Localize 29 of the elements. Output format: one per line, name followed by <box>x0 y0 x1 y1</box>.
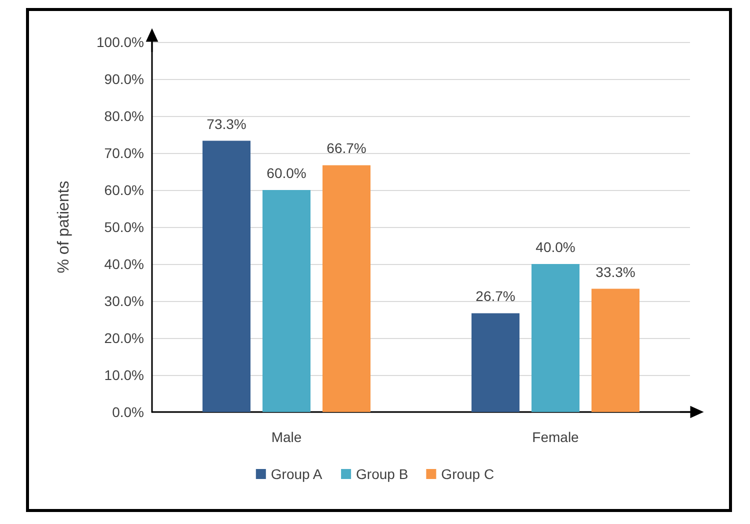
legend-label: Group A <box>270 466 323 482</box>
data-label: 60.0% <box>266 165 306 181</box>
y-tick-label: 50.0% <box>104 219 144 235</box>
legend-label: Group B <box>356 466 408 482</box>
y-tick-label: 70.0% <box>104 145 144 161</box>
bar <box>532 264 580 412</box>
bar <box>472 313 520 412</box>
bar <box>322 165 370 412</box>
bar <box>202 140 250 412</box>
y-tick-label: 0.0% <box>112 404 144 420</box>
data-label: 33.3% <box>596 264 636 280</box>
y-tick-label: 30.0% <box>104 293 144 309</box>
y-tick-label: 60.0% <box>104 182 144 198</box>
y-tick-label: 20.0% <box>104 330 144 346</box>
y-tick-label: 10.0% <box>104 367 144 383</box>
y-tick-label: 100.0% <box>96 34 144 50</box>
x-tick-label: Male <box>271 429 302 445</box>
y-tick-label: 80.0% <box>104 108 144 124</box>
bar <box>262 190 310 412</box>
x-tick-label: Female <box>532 429 580 445</box>
data-label: 40.0% <box>536 239 576 255</box>
data-label: 73.3% <box>206 116 246 132</box>
bar <box>592 288 640 412</box>
y-tick-label: 40.0% <box>104 256 144 272</box>
y-tick-label: 90.0% <box>104 71 144 87</box>
data-label: 66.7% <box>326 140 366 156</box>
y-axis-title: % of patients <box>56 180 72 274</box>
legend-label: Group C <box>441 466 494 482</box>
data-label: 26.7% <box>476 288 516 304</box>
